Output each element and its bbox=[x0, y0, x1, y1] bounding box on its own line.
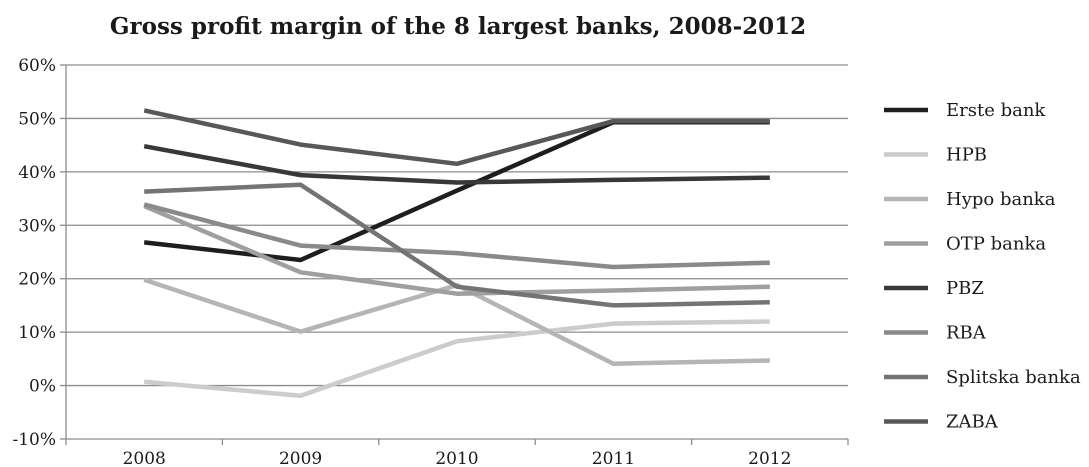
series-line bbox=[143, 108, 770, 167]
x-tick-label: 2008 bbox=[123, 449, 166, 467]
legend-label: RBA bbox=[946, 323, 987, 344]
x-axis: 2008 2009 2010 2011 2012 bbox=[65, 439, 849, 467]
y-tick-label: 50% bbox=[18, 109, 56, 129]
series-lines bbox=[143, 108, 770, 398]
series-line bbox=[144, 319, 770, 398]
series-line bbox=[143, 204, 770, 296]
y-tick-label: 40% bbox=[18, 163, 56, 183]
x-tick-label: 2010 bbox=[435, 449, 478, 467]
x-tick-label: 2011 bbox=[592, 449, 635, 467]
legend-label: ZABA bbox=[946, 412, 999, 433]
x-tick-label: 2012 bbox=[748, 449, 791, 467]
legend-label: OTP banka bbox=[946, 234, 1046, 255]
legend: Erste bank HPB Hypo banka OTP banka PBZ RBA Sp… bbox=[884, 100, 1081, 433]
y-axis-ticks: -10% 0% 10% 20% 30% 40% 50% 60% bbox=[12, 56, 66, 450]
y-tick-label: 10% bbox=[18, 323, 56, 343]
y-tick-label: -10% bbox=[12, 430, 56, 450]
series-line bbox=[143, 119, 770, 263]
series-line bbox=[143, 202, 770, 270]
x-tick-label: 2009 bbox=[279, 449, 322, 467]
series-line bbox=[143, 143, 770, 185]
y-tick-label: 30% bbox=[18, 216, 56, 236]
y-tick-label: 20% bbox=[18, 270, 56, 290]
y-tick-label: 60% bbox=[18, 56, 56, 76]
legend-label: Hypo banka bbox=[946, 189, 1056, 210]
legend-label: PBZ bbox=[946, 278, 984, 299]
series-line bbox=[144, 182, 770, 308]
y-tick-label: 0% bbox=[29, 377, 56, 397]
legend-label: HPB bbox=[946, 145, 987, 166]
chart-title: Gross profit margin of the 8 largest ban… bbox=[110, 13, 806, 40]
legend-label: Splitska banka bbox=[946, 367, 1081, 388]
legend-label: Erste bank bbox=[946, 100, 1046, 121]
